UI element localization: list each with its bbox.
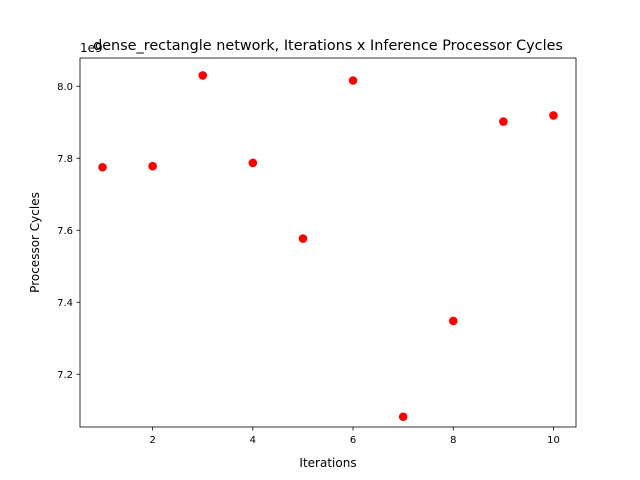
y-tick-label: 8.0 xyxy=(57,82,73,93)
x-tick-label: 8 xyxy=(450,435,456,446)
data-point xyxy=(198,71,208,80)
y-tick-label: 7.6 xyxy=(57,226,73,237)
chart-title: dense_rectangle network, Iterations x In… xyxy=(93,38,563,54)
y-axis-ticks: 7.2 7.4 7.6 7.8 8.0 xyxy=(57,82,80,381)
data-point xyxy=(148,161,157,171)
data-point xyxy=(499,117,508,126)
y-axis-offset-label: 1e9 xyxy=(80,41,103,55)
x-axis-ticks: 2 4 6 8 10 xyxy=(149,427,560,446)
x-tick-label: 10 xyxy=(547,435,560,446)
x-tick-label: 6 xyxy=(350,435,356,446)
data-point xyxy=(549,111,558,120)
plot-frame xyxy=(79,57,577,428)
x-axis-label: Iterations xyxy=(299,456,356,470)
y-tick-label: 7.8 xyxy=(57,154,73,165)
data-points xyxy=(98,71,558,422)
data-point xyxy=(98,162,107,172)
data-point xyxy=(448,316,458,326)
plot-area xyxy=(80,58,576,427)
data-point xyxy=(398,412,408,422)
data-point xyxy=(248,158,258,168)
y-axis-label: Processor Cycles xyxy=(28,192,42,293)
data-point xyxy=(298,234,308,243)
y-tick-label: 7.4 xyxy=(57,298,73,309)
x-tick-label: 2 xyxy=(149,435,155,446)
y-tick-label: 7.2 xyxy=(57,370,73,381)
x-tick-label: 4 xyxy=(250,435,256,446)
data-point xyxy=(348,76,358,85)
